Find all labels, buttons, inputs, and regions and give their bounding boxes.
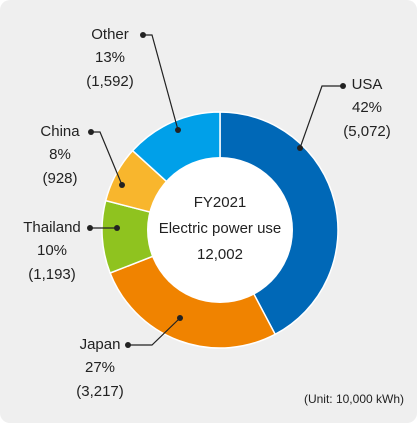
segment-label: Thailand xyxy=(23,219,81,236)
segment-value: (3,217) xyxy=(76,383,124,400)
segment-share: 13% xyxy=(95,49,125,66)
leader-dot xyxy=(175,127,181,133)
leader-dot xyxy=(119,182,125,188)
leader-dot xyxy=(177,315,183,321)
segment-label: Japan xyxy=(80,336,121,353)
segment-label: China xyxy=(40,123,80,140)
leader-dot xyxy=(114,225,120,231)
leader-line xyxy=(128,317,181,346)
segment-value: (1,193) xyxy=(28,266,76,283)
center-subtitle: Electric power use xyxy=(159,220,282,237)
segment-value: (928) xyxy=(42,170,77,187)
center-total: 12,002 xyxy=(197,246,243,263)
segment-value: (1,592) xyxy=(86,73,134,90)
leader-dot xyxy=(87,225,93,231)
segment-share: 42% xyxy=(352,99,382,116)
donut-hole xyxy=(147,157,293,303)
center-title: FY2021 xyxy=(194,194,247,211)
segment-share: 10% xyxy=(37,242,67,259)
segment-share: 27% xyxy=(85,359,115,376)
unit-note: (Unit: 10,000 kWh) xyxy=(304,392,404,406)
segment-label: Other xyxy=(91,26,129,43)
leader-dot xyxy=(140,32,146,38)
leader-dot xyxy=(297,145,303,151)
leader-line xyxy=(299,85,343,149)
leader-dot xyxy=(125,342,131,348)
segment-label: USA xyxy=(352,76,383,93)
leader-dot xyxy=(340,83,346,89)
leader-dot xyxy=(88,129,94,135)
segment-value: (5,072) xyxy=(343,123,391,140)
segment-share: 8% xyxy=(49,146,71,163)
